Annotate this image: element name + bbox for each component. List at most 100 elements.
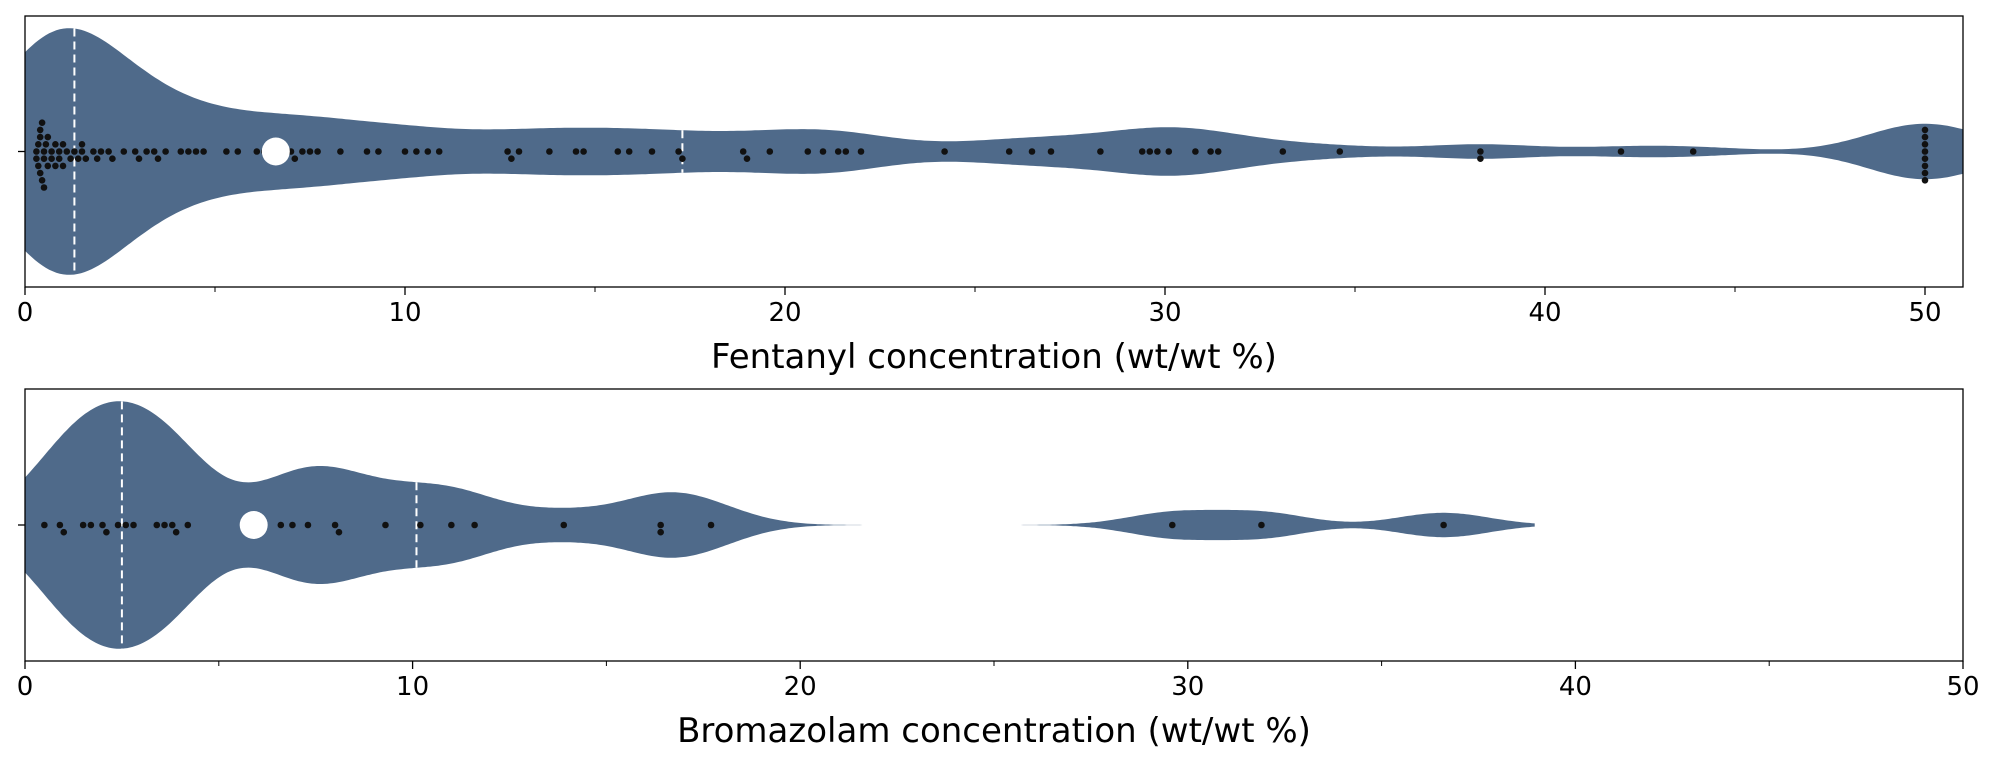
- data-point: [40, 148, 48, 155]
- data-point: [185, 148, 192, 155]
- data-point: [42, 141, 50, 148]
- data-point: [1921, 169, 1929, 177]
- data-point: [1168, 521, 1176, 529]
- data-point: [842, 148, 850, 155]
- data-point: [1689, 148, 1697, 155]
- data-point: [679, 155, 686, 162]
- data-point: [363, 148, 371, 155]
- mean-marker: [261, 137, 290, 166]
- data-point: [82, 155, 90, 162]
- data-point: [401, 148, 409, 155]
- x-tick-label: 40: [1528, 298, 1561, 328]
- data-point: [1165, 148, 1173, 155]
- data-point: [172, 528, 180, 536]
- data-point: [200, 148, 207, 155]
- data-point: [306, 148, 314, 155]
- data-point: [38, 119, 46, 126]
- data-point: [48, 155, 55, 162]
- data-point: [1146, 148, 1154, 155]
- data-point: [40, 155, 48, 162]
- data-point: [223, 148, 230, 155]
- data-point: [625, 148, 633, 155]
- data-point: [1440, 521, 1447, 529]
- data-point: [78, 148, 86, 155]
- x-tick-label: 50: [1908, 298, 1941, 328]
- data-point: [1921, 133, 1929, 141]
- data-point: [1921, 148, 1929, 155]
- data-point: [1477, 148, 1484, 155]
- data-point: [382, 521, 389, 529]
- data-point: [471, 521, 478, 529]
- data-point: [614, 148, 622, 155]
- mean-marker: [239, 511, 268, 539]
- violin-body: [25, 401, 1535, 649]
- data-point: [161, 521, 168, 529]
- data-point: [131, 148, 139, 155]
- data-point: [435, 148, 443, 155]
- x-tick-label: 20: [784, 672, 817, 702]
- data-point: [52, 162, 59, 170]
- data-point: [33, 148, 40, 155]
- data-point: [44, 162, 52, 170]
- data-point: [105, 148, 112, 155]
- data-point: [515, 148, 523, 155]
- data-point: [55, 148, 63, 155]
- data-point: [1921, 155, 1929, 162]
- data-point: [114, 521, 122, 529]
- data-point: [657, 521, 664, 529]
- data-point: [109, 155, 116, 162]
- data-point: [331, 521, 339, 529]
- data-point: [560, 521, 568, 529]
- data-point: [48, 148, 55, 155]
- data-point: [1258, 521, 1265, 529]
- data-point: [1279, 148, 1287, 155]
- data-point: [375, 148, 382, 155]
- x-tick-label: 50: [1946, 672, 1979, 702]
- panel: 0 10 20 30 40 50 Bromazolam concentration (wt/…: [17, 388, 1980, 751]
- data-point: [36, 133, 44, 141]
- data-point: [804, 148, 812, 155]
- data-point: [74, 155, 82, 162]
- data-point: [33, 155, 40, 162]
- data-point: [424, 148, 432, 155]
- data-point: [1921, 177, 1929, 184]
- data-point: [153, 521, 161, 529]
- data-point: [177, 148, 185, 155]
- data-point: [162, 148, 169, 155]
- data-point: [289, 521, 296, 529]
- data-point: [1214, 148, 1222, 155]
- violin-body: [25, 28, 1963, 275]
- data-point: [766, 148, 774, 155]
- plot-area: [25, 28, 1963, 275]
- data-point: [1921, 126, 1929, 134]
- data-point: [504, 148, 511, 155]
- data-point: [35, 141, 42, 148]
- data-point: [59, 162, 67, 170]
- data-point: [314, 148, 321, 155]
- data-point: [36, 169, 44, 177]
- data-point: [55, 155, 63, 162]
- data-point: [71, 148, 78, 155]
- data-point: [1005, 148, 1013, 155]
- data-point: [448, 521, 455, 529]
- x-axis-label: Bromazolam concentration (wt/wt %): [677, 711, 1311, 751]
- data-point: [67, 155, 74, 162]
- data-point: [36, 126, 44, 134]
- data-point: [60, 528, 68, 536]
- data-point: [1207, 148, 1214, 155]
- data-point: [304, 521, 312, 529]
- data-point: [1154, 148, 1161, 155]
- data-point: [99, 521, 106, 529]
- data-point: [648, 148, 656, 155]
- data-point: [120, 148, 128, 155]
- x-tick-label: 0: [17, 672, 34, 702]
- data-point: [122, 521, 130, 529]
- data-point: [739, 148, 747, 155]
- data-point: [1028, 148, 1036, 155]
- data-point: [56, 521, 64, 529]
- data-point: [135, 155, 143, 162]
- data-point: [150, 148, 158, 155]
- data-point: [130, 521, 137, 529]
- data-point: [941, 148, 948, 155]
- data-point: [35, 162, 42, 170]
